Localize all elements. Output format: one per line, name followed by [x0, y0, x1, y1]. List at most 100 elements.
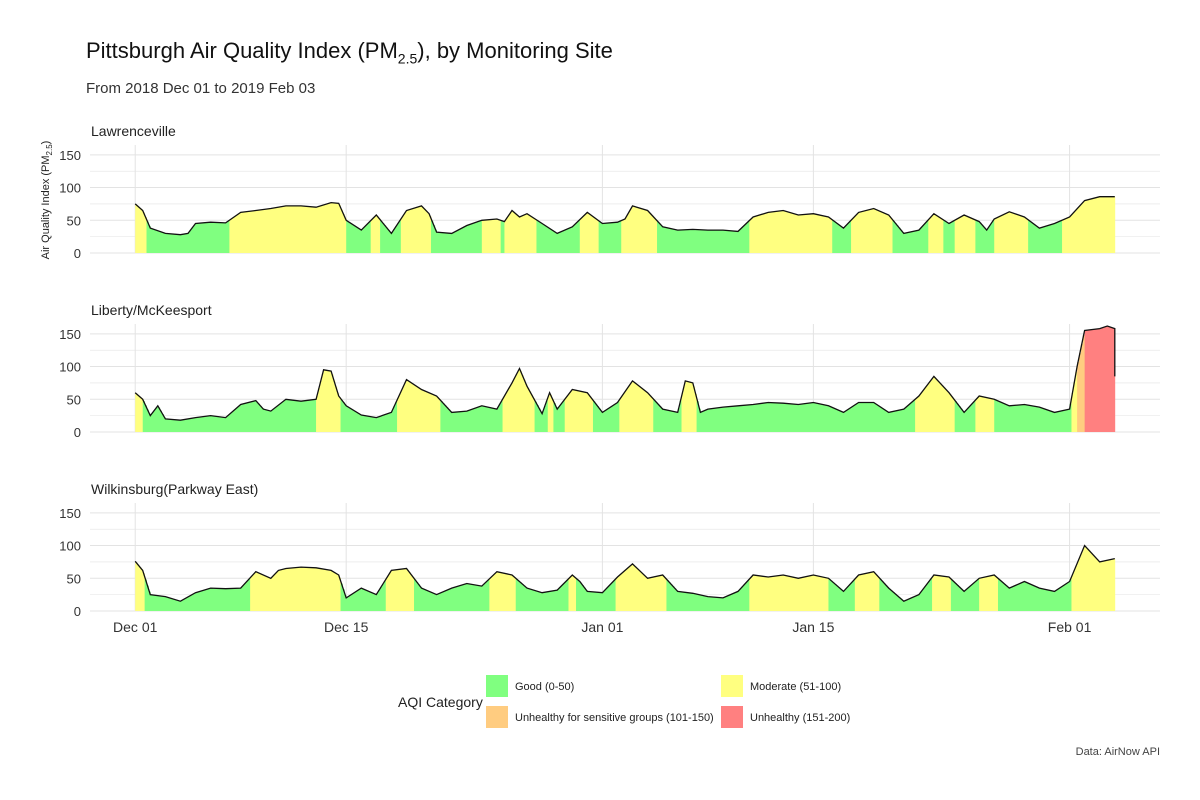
aqi-bar: [1054, 590, 1057, 611]
aqi-bar: [470, 409, 473, 432]
legend-swatch: [486, 706, 508, 728]
aqi-bar: [608, 585, 611, 611]
aqi-bar: [1067, 217, 1070, 253]
aqi-bar: [366, 416, 370, 432]
aqi-bar: [753, 575, 756, 611]
aqi-bar: [754, 216, 758, 253]
aqi-bar: [218, 416, 221, 432]
aqi-bar: [881, 212, 884, 253]
aqi-bar: [896, 225, 899, 253]
aqi-bar: [819, 576, 822, 611]
aqi-bar: [276, 571, 279, 611]
aqi-bar: [381, 415, 385, 432]
aqi-bar: [268, 208, 272, 253]
aqi-bar: [909, 403, 912, 432]
aqi-bar: [956, 403, 959, 432]
aqi-bar: [167, 419, 170, 432]
aqi-bar: [668, 228, 671, 253]
aqi-bar: [1094, 329, 1097, 432]
aqi-bar: [342, 402, 345, 432]
aqi-bar: [1026, 219, 1029, 253]
aqi-bar: [346, 597, 349, 611]
aqi-bar: [319, 205, 323, 253]
aqi-bar: [530, 216, 534, 253]
aqi-bar: [1101, 327, 1104, 432]
aqi-bar: [1111, 559, 1114, 611]
aqi-bar: [996, 577, 999, 611]
aqi-bar: [368, 221, 372, 253]
aqi-bar: [613, 404, 616, 432]
aqi-bar: [896, 595, 899, 611]
aqi-bar: [536, 220, 539, 253]
aqi-bar: [1097, 328, 1101, 432]
aqi-bar: [851, 406, 854, 432]
aqi-bar: [189, 229, 193, 253]
aqi-bar: [719, 407, 722, 432]
aqi-bar: [907, 599, 910, 611]
aqi-bar: [815, 214, 818, 253]
aqi-bar: [178, 600, 181, 611]
aqi-bar: [988, 398, 991, 432]
aqi-bar: [540, 592, 543, 611]
aqi-bar: [270, 410, 274, 432]
aqi-bar: [261, 209, 264, 253]
aqi-bar: [244, 582, 247, 611]
aqi-bar: [696, 594, 699, 611]
aqi-bar: [608, 222, 611, 253]
aqi-bar: [999, 215, 1003, 253]
aqi-bar: [163, 417, 166, 432]
aqi-bar: [274, 407, 277, 432]
aqi-bar: [1073, 382, 1076, 432]
aqi-bar: [270, 577, 274, 611]
aqi-bar: [519, 370, 522, 432]
aqi-bar: [721, 597, 724, 611]
aqi-bar: [609, 406, 613, 432]
aqi-bar: [930, 380, 933, 432]
aqi-bar: [297, 205, 300, 253]
aqi-bar: [216, 222, 219, 253]
aqi-bar: [438, 593, 441, 611]
aqi-bar: [726, 595, 730, 611]
aqi-bar: [300, 567, 304, 611]
aqi-bar: [649, 213, 652, 253]
aqi-bar: [915, 595, 918, 611]
aqi-bar: [619, 574, 622, 611]
aqi-bar: [1041, 408, 1044, 432]
aqi-bar: [591, 215, 594, 253]
aqi-bar: [883, 409, 886, 432]
aqi-bar: [645, 577, 649, 611]
aqi-bar: [527, 214, 530, 253]
aqi-bar: [760, 214, 763, 253]
aqi-bar: [491, 219, 494, 253]
aqi-bar: [331, 570, 334, 611]
aqi-bar: [566, 579, 569, 611]
aqi-bar: [1024, 217, 1027, 253]
aqi-bar: [506, 573, 509, 611]
aqi-bar: [933, 214, 937, 253]
aqi-bar: [511, 575, 515, 611]
aqi-bar: [393, 229, 396, 253]
aqi-bar: [632, 564, 635, 611]
aqi-bar: [144, 217, 147, 253]
aqi-bar: [317, 568, 321, 611]
aqi-bar: [702, 595, 705, 611]
aqi-bar: [137, 206, 140, 253]
aqi-bar: [990, 223, 993, 253]
aqi-bar: [323, 369, 326, 432]
aqi-bar: [747, 221, 750, 253]
aqi-bar: [928, 382, 931, 432]
aqi-bar: [805, 403, 809, 432]
aqi-bar: [310, 206, 313, 253]
aqi-bar: [598, 221, 601, 253]
aqi-bar: [559, 587, 562, 611]
aqi-bar: [233, 588, 236, 611]
aqi-bar: [869, 402, 873, 432]
aqi-bar: [184, 598, 187, 611]
aqi-bar: [982, 397, 986, 432]
aqi-bar: [683, 384, 686, 432]
aqi-bar: [470, 223, 473, 253]
aqi-bar: [268, 577, 272, 611]
aqi-bar: [657, 221, 660, 253]
aqi-bar: [570, 227, 573, 253]
aqi-bar: [717, 597, 720, 611]
